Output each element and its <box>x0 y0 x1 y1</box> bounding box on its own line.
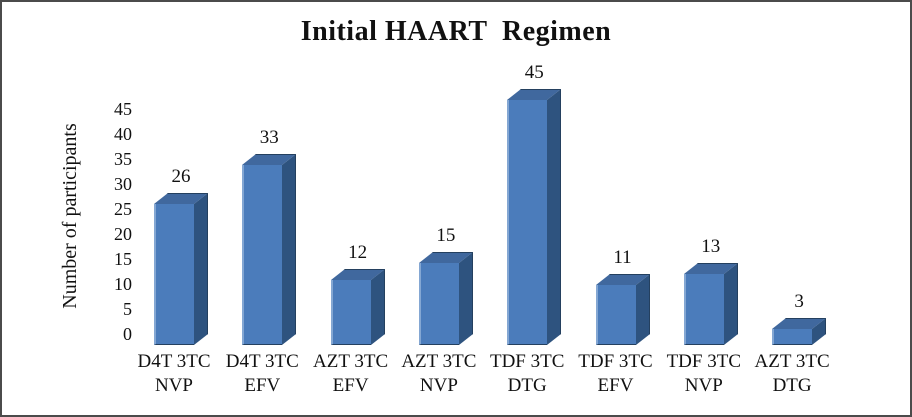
x-category-label: D4T 3TC NVP <box>137 351 211 396</box>
bar-front-face <box>772 328 813 345</box>
bar-side-face <box>547 89 562 345</box>
bar-value-label: 26 <box>171 165 191 187</box>
bar-front-face <box>242 165 283 345</box>
x-category-label: AZT 3TC EFV <box>313 351 389 396</box>
bar-front-face <box>154 203 194 345</box>
y-tick-label: 10 <box>114 274 132 294</box>
y-tick-label: 45 <box>114 99 132 119</box>
y-tick-label: 40 <box>114 124 132 144</box>
y-tick-label: 15 <box>114 249 132 269</box>
bar-value-label: 33 <box>259 127 279 149</box>
bar-side-face <box>723 263 738 345</box>
x-category-label: D4T 3TC EFV <box>225 351 299 396</box>
bar-front-face <box>683 274 724 345</box>
bar-value-label: 45 <box>524 62 544 84</box>
x-category-label: AZT 3TC DTG <box>754 351 830 396</box>
x-category-label: TDF 3TC NVP <box>666 351 742 396</box>
bar-front-face <box>418 263 459 345</box>
bar-side-face <box>635 274 650 345</box>
y-tick-label: 0 <box>123 324 132 344</box>
y-tick-label: 30 <box>114 174 132 194</box>
bar-front-face <box>330 279 371 345</box>
bar-side-face <box>370 268 385 345</box>
x-category-label: AZT 3TC NVP <box>401 351 477 396</box>
bar-side-face <box>282 154 297 345</box>
y-tick-label: 20 <box>114 224 132 244</box>
bar-value-label: 11 <box>613 247 632 269</box>
bar-value-label: 3 <box>794 290 804 312</box>
y-tick-label: 5 <box>123 299 132 319</box>
bar-side-face <box>458 252 473 345</box>
x-category-label: TDF 3TC DTG <box>489 351 565 396</box>
bar-value-label: 13 <box>701 236 721 258</box>
bar-value-label: 12 <box>348 241 368 263</box>
bar-value-label: 15 <box>436 225 456 247</box>
y-tick-label: 35 <box>114 149 132 169</box>
bar-side-face <box>194 192 208 345</box>
x-category-label: TDF 3TC EFV <box>578 351 653 396</box>
bar-front-face <box>595 285 636 345</box>
chart-title: Initial HAART Regimen <box>300 16 612 47</box>
bar-front-face <box>507 100 548 345</box>
y-tick-label: 25 <box>114 199 132 219</box>
